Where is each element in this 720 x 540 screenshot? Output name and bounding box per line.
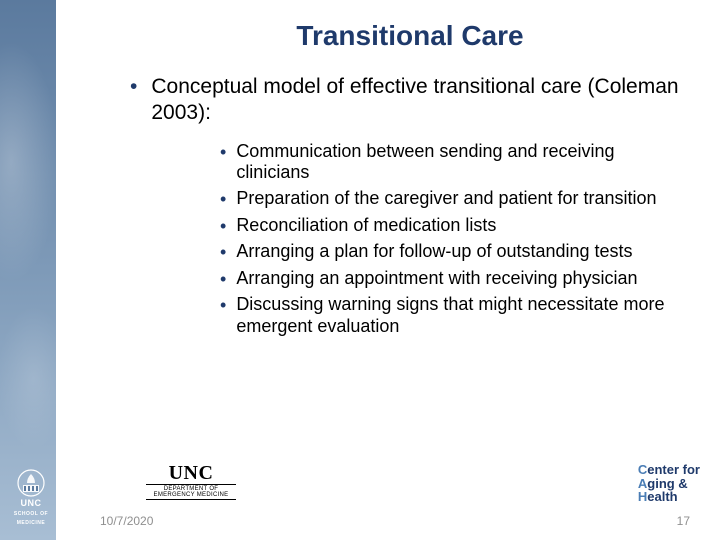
bullet-dot-icon: • — [220, 294, 226, 317]
sub-bullet-text: Discussing warning signs that might nece… — [236, 294, 690, 338]
sub-bullet-item: • Preparation of the caregiver and patie… — [220, 188, 690, 211]
sub-bullet-item: • Discussing warning signs that might ne… — [220, 294, 690, 338]
footer-date: 10/7/2020 — [90, 514, 153, 528]
unc-dept-main: UNC — [146, 464, 236, 482]
bullet-dot-icon: • — [220, 188, 226, 211]
bullet-dot-icon: • — [220, 241, 226, 264]
sub-bullet-text: Preparation of the caregiver and patient… — [236, 188, 656, 210]
slide-content: Transitional Care • Conceptual model of … — [90, 20, 690, 342]
unc-dept-logo: UNC DEPARTMENT OF EMERGENCY MEDICINE — [146, 464, 236, 500]
bullet-dot-icon: • — [220, 141, 226, 164]
logo-right-l3: Health — [638, 489, 678, 504]
sub-bullet-text: Reconciliation of medication lists — [236, 215, 496, 237]
logo-left-line1: UNC — [21, 498, 42, 508]
main-bullet: • Conceptual model of effective transiti… — [130, 74, 690, 127]
bullet-dot-icon: • — [220, 215, 226, 238]
sub-bullet-text: Communication between sending and receiv… — [236, 141, 690, 185]
unc-school-logo: UNC SCHOOL OF MEDICINE — [6, 469, 56, 526]
sub-bullet-text: Arranging a plan for follow-up of outsta… — [236, 241, 632, 263]
sub-bullet-text: Arranging an appointment with receiving … — [236, 268, 637, 290]
center-aging-health-logo: Center for Aging & Health — [638, 463, 700, 504]
slide-title: Transitional Care — [130, 20, 690, 52]
main-bullet-text: Conceptual model of effective transition… — [151, 74, 690, 127]
sub-bullet-item: • Communication between sending and rece… — [220, 141, 690, 185]
sub-bullet-item: • Reconciliation of medication lists — [220, 215, 690, 238]
sub-bullet-item: • Arranging a plan for follow-up of outs… — [220, 241, 690, 264]
sub-bullet-item: • Arranging an appointment with receivin… — [220, 268, 690, 291]
logo-left-line2: SCHOOL OF MEDICINE — [14, 511, 48, 526]
slide-footer: 10/7/2020 17 — [90, 514, 700, 528]
bullet-dot-icon: • — [130, 74, 137, 100]
footer-page-number: 17 — [677, 514, 700, 528]
sub-bullet-list: • Communication between sending and rece… — [220, 141, 690, 339]
decorative-left-stripe — [0, 0, 56, 540]
unc-dept-sub: DEPARTMENT OF EMERGENCY MEDICINE — [146, 484, 236, 500]
bullet-dot-icon: • — [220, 268, 226, 291]
